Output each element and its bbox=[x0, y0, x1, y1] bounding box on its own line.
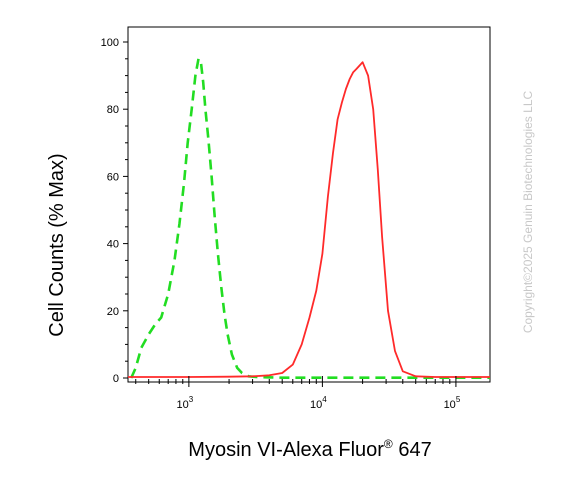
y-tick-label: 60 bbox=[107, 171, 119, 183]
y-axis-title: Cell Counts (% Max) bbox=[46, 153, 68, 336]
x-axis-title-tail: 647 bbox=[393, 439, 432, 461]
x-tick-label: 104 bbox=[310, 395, 327, 411]
x-tick-label: 105 bbox=[444, 395, 461, 411]
copyright-text: Copyright©2025 Genuin Biotechnologies LL… bbox=[521, 91, 535, 334]
x-axis-title-main: Myosin VI-Alexa Fluor bbox=[188, 439, 384, 461]
x-axis-title: Myosin VI-Alexa Fluor® 647 bbox=[188, 437, 431, 461]
y-tick-label: 40 bbox=[107, 239, 119, 251]
x-tick-label: 103 bbox=[177, 395, 194, 411]
axes-layer: 0 20 40 60 80 100 103 104 105 bbox=[101, 37, 461, 411]
y-tick-label: 20 bbox=[107, 306, 119, 318]
y-tick-label: 0 bbox=[113, 373, 119, 385]
series-line-solid bbox=[128, 61, 490, 378]
x-axis-title-registered: ® bbox=[384, 437, 393, 451]
y-tick-label: 80 bbox=[107, 104, 119, 116]
y-tick-label: 100 bbox=[101, 37, 119, 49]
series-layer bbox=[128, 57, 490, 379]
series-line-dashed bbox=[130, 57, 490, 379]
